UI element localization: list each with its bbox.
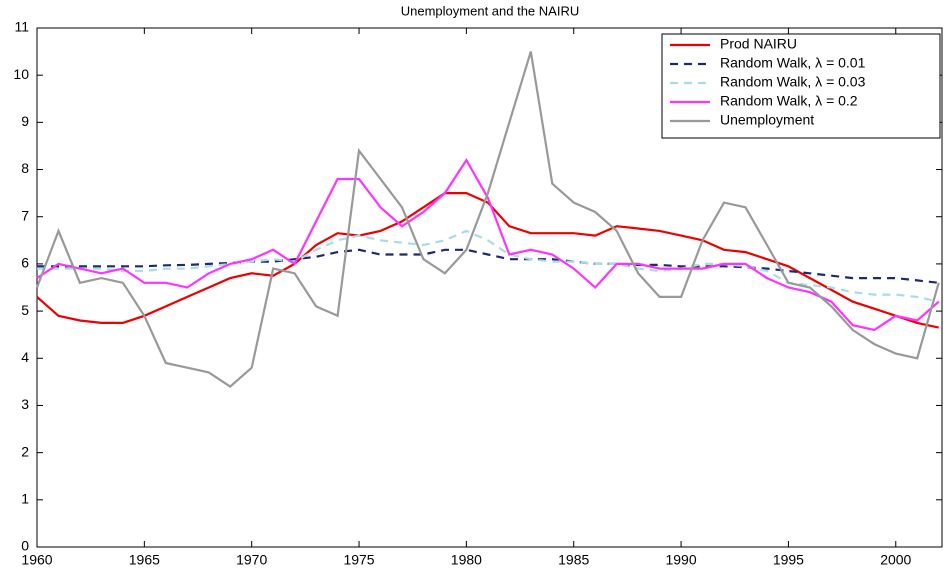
x-tick-label: 1965 — [129, 552, 160, 568]
y-tick-label: 6 — [21, 255, 29, 271]
y-tick-label: 0 — [21, 538, 29, 554]
legend: Prod NAIRU Random Walk, λ = 0.01 Random Wa… — [661, 33, 941, 139]
y-tick-label: 10 — [13, 66, 29, 82]
x-tick-label: 1975 — [343, 552, 374, 568]
x-tick-label: 1980 — [451, 552, 482, 568]
x-tick-label: 1990 — [665, 552, 696, 568]
y-tick-label: 9 — [21, 113, 29, 129]
y-tick-label: 5 — [21, 302, 29, 318]
y-tick-label: 1 — [21, 491, 29, 507]
y-tick-label: 11 — [14, 19, 29, 35]
legend-label: Random Walk, λ = 0.03 — [720, 74, 866, 90]
x-tick-label: 1995 — [773, 552, 804, 568]
x-tick-label: 2000 — [880, 552, 911, 568]
y-tick-label: 7 — [21, 207, 29, 223]
y-tick-label: 2 — [21, 443, 29, 459]
legend-label: Random Walk, λ = 0.01 — [720, 55, 866, 71]
series-line — [37, 248, 939, 284]
y-tick-label: 3 — [21, 396, 29, 412]
legend-label: Random Walk, λ = 0.2 — [720, 93, 858, 109]
x-tick-label: 1960 — [21, 552, 52, 568]
series-line — [36, 157, 940, 332]
series-line — [36, 192, 939, 329]
chart-title: Unemployment and the NAIRU — [401, 3, 579, 18]
series-line — [35, 51, 940, 388]
x-tick-label: 1970 — [236, 552, 267, 568]
y-tick-label: 4 — [21, 349, 29, 365]
y-tick-label: 8 — [21, 160, 29, 176]
x-tick-label: 1985 — [558, 552, 589, 568]
legend-label: Prod NAIRU — [720, 36, 797, 52]
legend-label: Unemployment — [720, 112, 814, 128]
